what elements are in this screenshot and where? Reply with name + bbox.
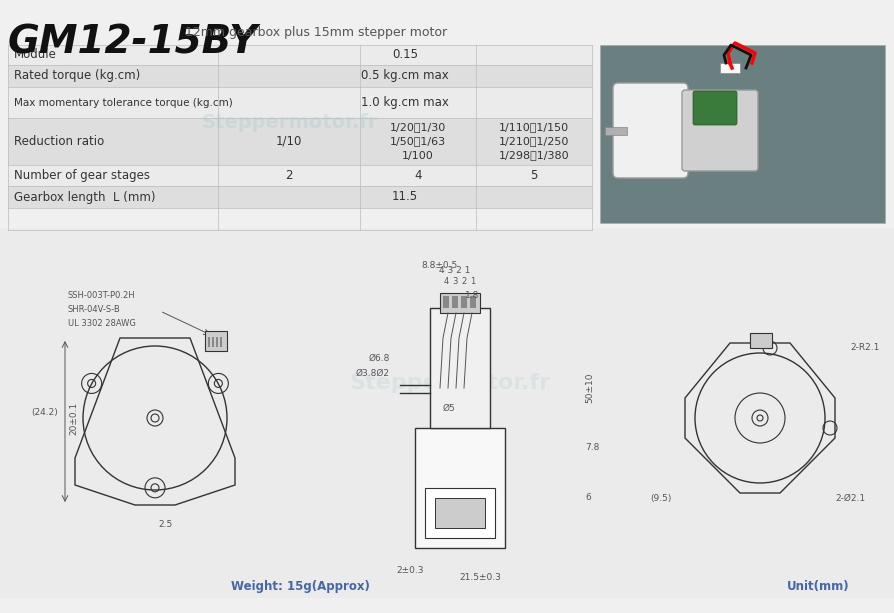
Bar <box>429 308 489 428</box>
Text: Steppermotor.fr: Steppermotor.fr <box>349 373 550 393</box>
Text: 3: 3 <box>451 277 457 286</box>
Bar <box>8 45 218 65</box>
Bar <box>207 337 210 347</box>
Bar <box>8 165 218 186</box>
Text: 1.8: 1.8 <box>465 291 479 300</box>
Bar <box>469 296 476 308</box>
Text: 1/20、1/30
1/50、1/63
1/100: 1/20、1/30 1/50、1/63 1/100 <box>390 123 445 161</box>
Bar <box>749 333 772 348</box>
Text: Steppermotor.fr: Steppermotor.fr <box>201 113 378 132</box>
Bar <box>8 186 218 208</box>
Text: 0.15: 0.15 <box>392 48 417 61</box>
Text: Unit(mm): Unit(mm) <box>787 580 849 593</box>
Text: Ø3.8Ø2: Ø3.8Ø2 <box>356 368 390 378</box>
FancyBboxPatch shape <box>681 90 757 171</box>
Text: 1: 1 <box>470 277 475 286</box>
Bar <box>599 45 884 223</box>
Text: 2: 2 <box>285 169 292 182</box>
Text: 4 3 2 1: 4 3 2 1 <box>439 266 470 275</box>
Text: Ø5: Ø5 <box>442 403 454 413</box>
Bar <box>0 228 894 598</box>
Bar <box>215 337 218 347</box>
Text: 1/10: 1/10 <box>275 135 302 148</box>
Text: SSH-003T-P0.2H: SSH-003T-P0.2H <box>68 292 136 300</box>
Bar <box>434 498 485 528</box>
Bar <box>8 87 591 118</box>
FancyBboxPatch shape <box>692 91 736 125</box>
Bar <box>8 118 218 165</box>
Bar <box>443 296 449 308</box>
Bar <box>218 45 591 65</box>
Text: 20±0.1: 20±0.1 <box>69 402 78 435</box>
Text: 50±10: 50±10 <box>585 373 594 403</box>
Bar <box>8 45 591 65</box>
Bar <box>8 186 591 208</box>
Text: 8.8±0.5: 8.8±0.5 <box>421 261 458 270</box>
Text: (24.2): (24.2) <box>31 408 58 417</box>
Bar <box>218 165 591 186</box>
Bar <box>8 65 591 87</box>
Bar <box>415 428 504 548</box>
Text: GM12-15BY: GM12-15BY <box>8 23 258 61</box>
Text: Ø6.8: Ø6.8 <box>368 354 390 362</box>
Text: Reduction ratio: Reduction ratio <box>14 135 104 148</box>
Bar <box>8 87 218 118</box>
Text: 1/110、1/150
1/210、1/250
1/298、1/380: 1/110、1/150 1/210、1/250 1/298、1/380 <box>498 123 569 161</box>
Text: UL 3302 28AWG: UL 3302 28AWG <box>68 319 136 329</box>
Text: 4: 4 <box>443 277 448 286</box>
Bar <box>205 331 227 351</box>
Text: Rated torque (kg.cm): Rated torque (kg.cm) <box>14 69 140 83</box>
Text: Number of gear stages: Number of gear stages <box>14 169 150 182</box>
Bar <box>218 186 591 208</box>
Bar <box>8 118 591 165</box>
Bar <box>451 296 458 308</box>
FancyBboxPatch shape <box>612 83 687 178</box>
Bar <box>218 65 591 87</box>
Bar <box>460 296 467 308</box>
Text: SHR-04V-S-B: SHR-04V-S-B <box>68 305 121 314</box>
Text: Weight: 15g(Approx): Weight: 15g(Approx) <box>231 580 369 593</box>
Text: 11.5: 11.5 <box>392 191 417 204</box>
Text: 5: 5 <box>530 169 537 182</box>
Bar <box>425 488 494 538</box>
Text: Gearbox length  L (mm): Gearbox length L (mm) <box>14 191 156 204</box>
Text: 0.5 kg.cm max: 0.5 kg.cm max <box>360 69 449 83</box>
Bar <box>218 87 591 118</box>
Text: 2-Ø2.1: 2-Ø2.1 <box>834 493 864 503</box>
Text: 1.0 kg.cm max: 1.0 kg.cm max <box>360 96 449 109</box>
Bar <box>440 293 479 313</box>
Text: 2±0.3: 2±0.3 <box>396 566 423 575</box>
Bar <box>218 118 591 165</box>
Bar <box>8 65 218 87</box>
Text: 6: 6 <box>585 493 590 503</box>
Text: 21.5±0.3: 21.5±0.3 <box>459 573 501 582</box>
Text: (9.5): (9.5) <box>649 493 670 503</box>
Bar <box>604 127 627 135</box>
Bar <box>220 337 222 347</box>
Bar <box>719 63 739 73</box>
Bar <box>212 337 214 347</box>
Text: 7.8: 7.8 <box>585 443 599 452</box>
Text: 4: 4 <box>414 169 421 182</box>
Text: 2: 2 <box>461 277 466 286</box>
Bar <box>8 165 591 186</box>
Text: 12mm gearbox plus 15mm stepper motor: 12mm gearbox plus 15mm stepper motor <box>185 26 447 39</box>
Text: 2-R2.1: 2-R2.1 <box>849 343 879 352</box>
Text: 2.5: 2.5 <box>157 520 172 529</box>
Text: Max momentary tolerance torque (kg.cm): Max momentary tolerance torque (kg.cm) <box>14 97 232 107</box>
Text: Module: Module <box>14 48 57 61</box>
